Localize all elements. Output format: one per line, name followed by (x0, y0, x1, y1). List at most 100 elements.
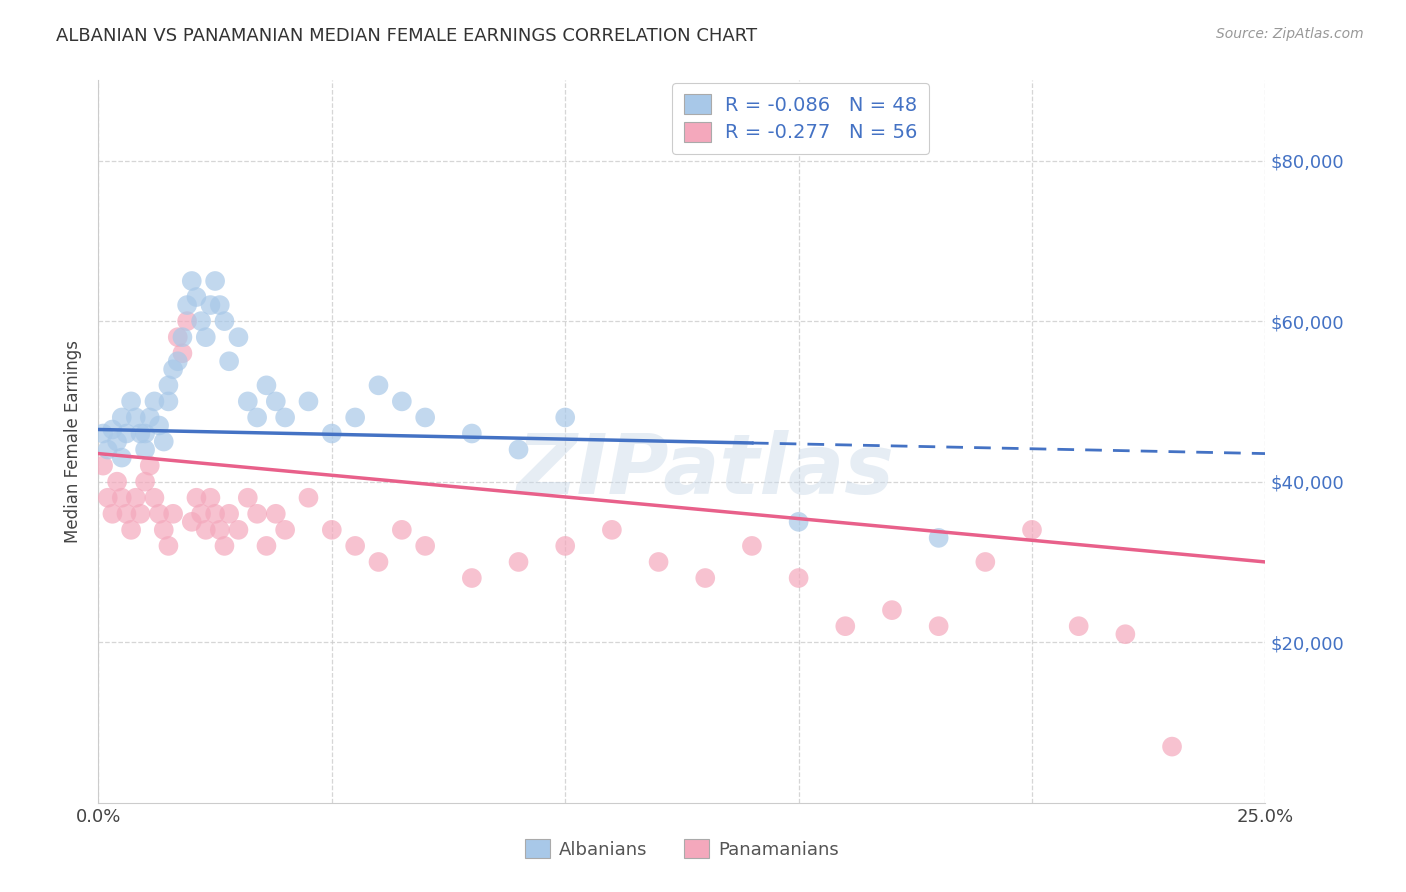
Point (186, 290, 208, 304)
Point (554, 539, 576, 553)
Point (1021, 523, 1043, 537)
Point (321, 426, 343, 441)
Point (1161, 739, 1184, 754)
Point (256, 539, 278, 553)
Point (190, 314, 212, 328)
Point (344, 410, 367, 425)
Point (787, 515, 810, 529)
Point (413, 410, 436, 425)
Point (129, 507, 152, 521)
Point (218, 507, 240, 521)
Point (344, 539, 367, 553)
Legend: Albanians, Panamanians: Albanians, Panamanians (517, 832, 846, 866)
Point (176, 314, 198, 328)
Text: ALBANIAN VS PANAMANIAN MEDIAN FEMALE EARNINGS CORRELATION CHART: ALBANIAN VS PANAMANIAN MEDIAN FEMALE EAR… (56, 27, 758, 45)
Point (129, 426, 152, 441)
Point (134, 442, 156, 457)
Point (157, 394, 180, 409)
Point (214, 314, 236, 328)
Point (1114, 627, 1136, 641)
Point (157, 539, 180, 553)
Point (120, 394, 142, 409)
Point (200, 491, 222, 505)
Point (111, 491, 134, 505)
Point (125, 491, 148, 505)
Point (600, 523, 623, 537)
Point (115, 507, 138, 521)
Point (246, 410, 269, 425)
Point (647, 555, 669, 569)
Point (162, 362, 184, 376)
Point (101, 507, 124, 521)
Point (208, 523, 231, 537)
Point (152, 523, 174, 537)
Text: ZIPatlas: ZIPatlas (516, 430, 894, 511)
Point (180, 515, 202, 529)
Point (115, 426, 138, 441)
Point (176, 298, 198, 312)
Point (180, 274, 202, 288)
Point (97, 491, 120, 505)
Point (218, 354, 240, 368)
Point (787, 571, 810, 585)
Point (236, 394, 259, 409)
Point (97, 442, 120, 457)
Point (974, 555, 997, 569)
Point (105, 475, 128, 489)
Point (157, 378, 180, 392)
Point (741, 539, 763, 553)
Point (101, 422, 124, 436)
Point (228, 523, 250, 537)
Point (461, 571, 484, 585)
Point (194, 523, 217, 537)
Point (172, 330, 194, 344)
Point (111, 450, 134, 465)
Point (508, 555, 530, 569)
Point (256, 378, 278, 392)
Point (554, 410, 576, 425)
Point (91, 426, 114, 441)
Point (139, 410, 162, 425)
Point (297, 394, 319, 409)
Point (190, 507, 212, 521)
Point (143, 491, 166, 505)
Point (214, 539, 236, 553)
Point (928, 619, 950, 633)
Point (391, 394, 413, 409)
Point (186, 491, 208, 505)
Point (413, 539, 436, 553)
Point (228, 330, 250, 344)
Point (172, 346, 194, 360)
Point (236, 491, 259, 505)
Point (321, 523, 343, 537)
Point (139, 458, 162, 473)
Point (194, 330, 217, 344)
Point (508, 442, 530, 457)
Point (274, 523, 297, 537)
Point (134, 475, 156, 489)
Text: Source: ZipAtlas.com: Source: ZipAtlas.com (1216, 27, 1364, 41)
Point (120, 523, 142, 537)
Point (461, 426, 484, 441)
Point (264, 507, 287, 521)
Point (367, 378, 389, 392)
Point (834, 619, 856, 633)
Point (880, 603, 903, 617)
Point (928, 531, 950, 545)
Point (162, 507, 184, 521)
Point (264, 394, 287, 409)
Point (166, 354, 188, 368)
Point (134, 426, 156, 441)
Point (204, 507, 226, 521)
Point (246, 507, 269, 521)
Point (695, 571, 717, 585)
Point (1067, 619, 1090, 633)
Point (367, 555, 389, 569)
Point (391, 523, 413, 537)
Point (91, 458, 114, 473)
Y-axis label: Median Female Earnings: Median Female Earnings (65, 340, 83, 543)
Point (152, 434, 174, 449)
Point (143, 394, 166, 409)
Point (111, 410, 134, 425)
Point (274, 410, 297, 425)
